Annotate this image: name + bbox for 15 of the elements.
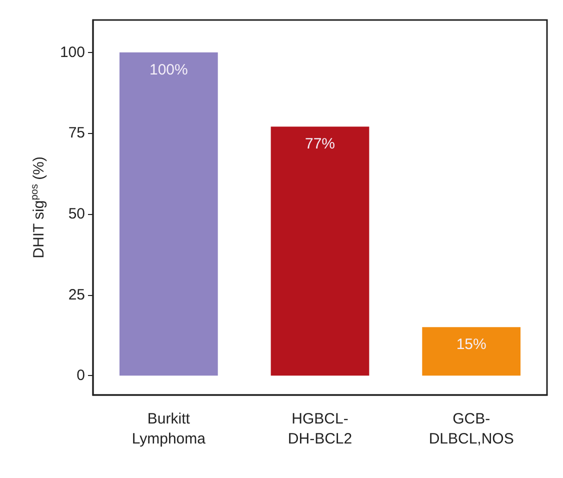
data-label: 15% xyxy=(456,336,486,354)
data-label: 100% xyxy=(149,61,188,78)
bar xyxy=(119,52,218,376)
x-tick-label: GCB- DLBCL,NOS xyxy=(428,410,514,448)
y-tick-label: 0 xyxy=(76,367,85,384)
x-tick-label: Burkitt Lymphoma xyxy=(132,410,206,448)
y-axis-title: DHIT sigpos (%) xyxy=(30,156,48,258)
y-tick-label: 25 xyxy=(68,286,85,304)
y-tick-label: 75 xyxy=(68,124,85,142)
bar xyxy=(270,126,370,376)
y-tick-label: 100 xyxy=(60,44,85,61)
y-tick-label: 50 xyxy=(68,205,85,222)
bar xyxy=(422,327,521,376)
data-label: 77% xyxy=(304,136,336,153)
x-tick-label: HGBCL- DH-BCL2 xyxy=(288,410,352,448)
